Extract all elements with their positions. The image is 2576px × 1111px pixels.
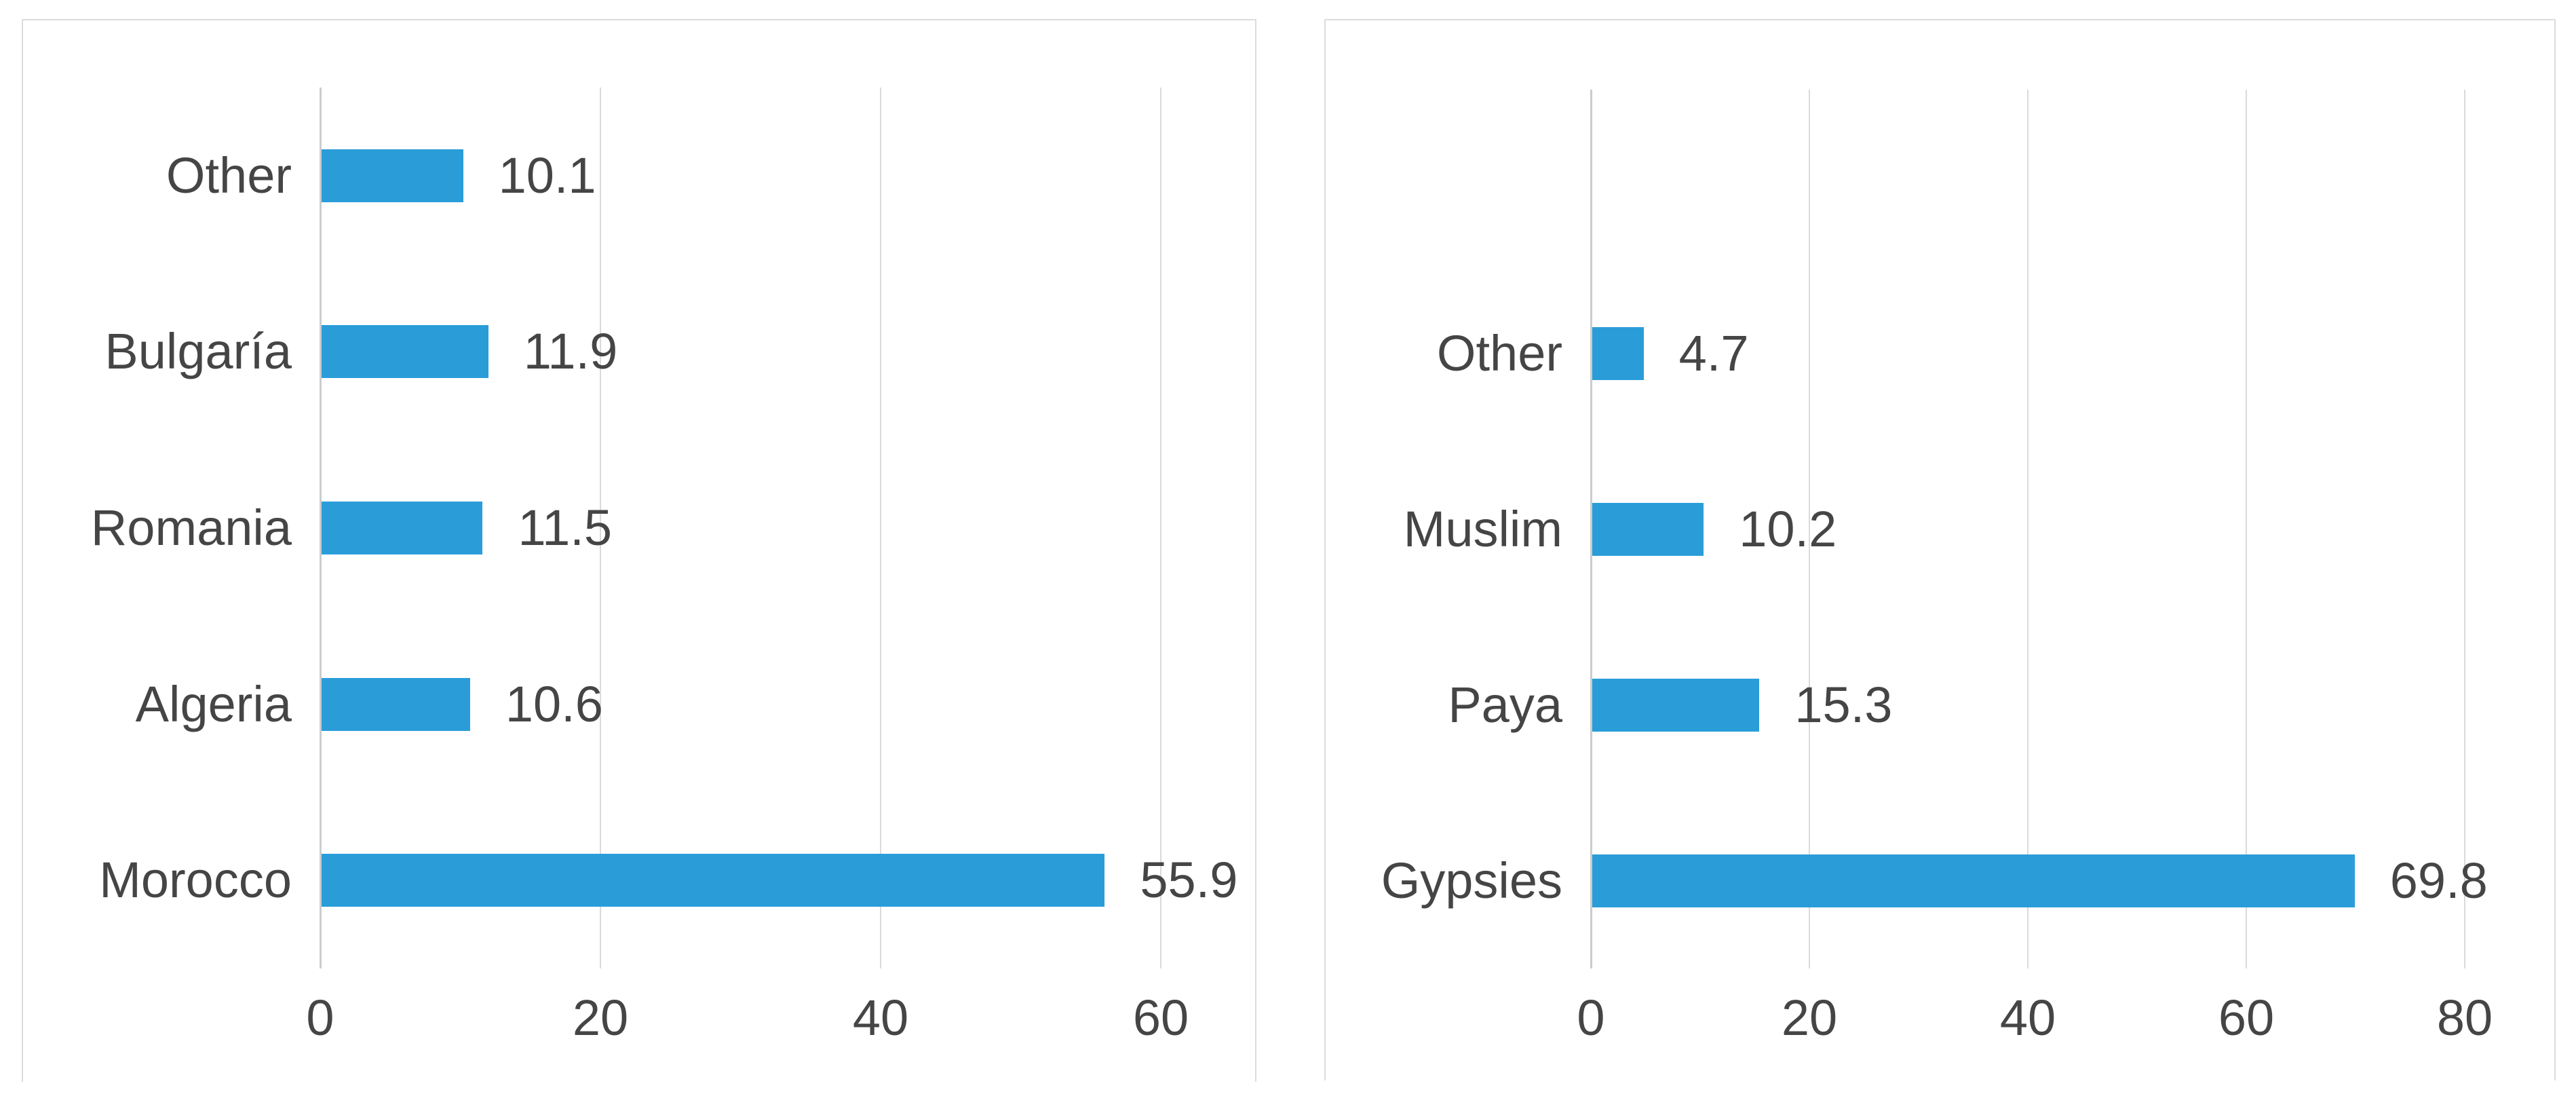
category-label: Gypsies — [1381, 852, 1562, 909]
bar — [322, 502, 483, 554]
x-gridline — [880, 88, 881, 968]
category-axis-line — [1590, 90, 1592, 968]
x-gridline — [2246, 90, 2247, 968]
x-axis-tick-label: 0 — [1577, 990, 1605, 1046]
x-gridline — [2464, 90, 2465, 968]
bar — [322, 677, 470, 731]
x-axis-tick-label: 20 — [572, 990, 629, 1046]
bar-value-label: 10.2 — [1739, 500, 1837, 557]
category-label: Paya — [1448, 676, 1562, 733]
x-axis-tick-label: 40 — [1999, 990, 2056, 1046]
bar — [1592, 678, 1760, 732]
x-gridline — [600, 88, 601, 968]
category-label: Algeria — [135, 675, 292, 732]
category-label: Bulgaría — [104, 323, 292, 380]
bar — [1592, 326, 1644, 380]
x-axis-tick-label: 80 — [2436, 990, 2493, 1046]
x-axis-tick-label: 20 — [1781, 990, 1838, 1046]
bar — [322, 149, 463, 202]
bar-value-label: 4.7 — [1678, 324, 1749, 381]
x-gridline — [1809, 90, 1810, 968]
bar-value-label: 69.8 — [2389, 852, 2488, 909]
x-axis-tick-label: 60 — [2218, 990, 2275, 1046]
bar — [1592, 854, 2355, 907]
bar-value-label: 11.9 — [523, 323, 618, 380]
x-axis-tick-label: 40 — [852, 990, 909, 1046]
bar-value-label: 55.9 — [1140, 852, 1238, 909]
x-gridline — [2027, 90, 2029, 968]
bar-chart-left: 0 20 40 60 10.1 Other 11.9 Bulgaría 11.5 Romania 1… — [22, 19, 1256, 1082]
category-label: Other — [166, 147, 292, 204]
x-axis-tick-label: 60 — [1132, 990, 1189, 1046]
bar-value-label: 11.5 — [518, 500, 613, 556]
bar-value-label: 15.3 — [1794, 676, 1893, 733]
category-label: Muslim — [1403, 500, 1562, 557]
x-gridline — [1160, 88, 1161, 968]
bar — [322, 325, 488, 379]
bar-value-label: 10.1 — [498, 147, 596, 204]
category-label: Romania — [90, 500, 292, 556]
bar — [322, 854, 1105, 907]
bar-value-label: 10.6 — [505, 675, 603, 732]
bar-chart-right: 0 20 40 60 80 4.7 Other 10.2 Muslim 15.3 Paya 69.8 G… — [1324, 19, 2556, 1080]
category-label: Morocco — [99, 852, 292, 909]
x-axis-tick-label: 0 — [306, 990, 334, 1046]
category-label: Other — [1436, 324, 1562, 381]
category-axis-line — [320, 88, 322, 968]
bar — [1592, 502, 1704, 556]
